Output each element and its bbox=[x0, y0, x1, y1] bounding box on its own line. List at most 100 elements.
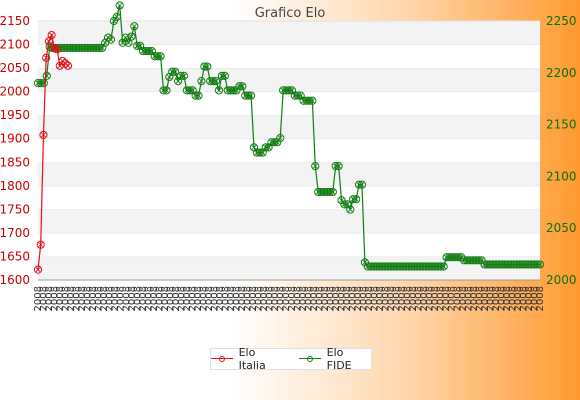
data-point-elo-fide bbox=[241, 91, 250, 100]
x-tick-label: 2008 bbox=[221, 286, 232, 311]
x-tick-label: 2008 bbox=[77, 286, 88, 311]
data-point-cross-elo-fide bbox=[233, 87, 239, 93]
x-tick-label: 2008 bbox=[50, 286, 61, 311]
data-point-cross-elo-italia bbox=[38, 242, 44, 248]
data-point-elo-fide bbox=[36, 79, 46, 88]
data-point-elo-fide bbox=[200, 62, 209, 71]
data-point-elo-fide bbox=[354, 180, 364, 189]
data-point-elo-fide bbox=[179, 71, 189, 81]
data-point-cross-elo-italia bbox=[40, 132, 46, 138]
data-point-elo-fide bbox=[366, 262, 375, 271]
data-point-cross-elo-fide bbox=[131, 23, 137, 29]
x-tick-label: 2008 bbox=[121, 286, 132, 311]
data-point-elo-fide bbox=[495, 260, 504, 269]
data-point-elo-fide bbox=[314, 187, 323, 197]
x-tick-label: 2008 bbox=[535, 286, 546, 311]
data-point-elo-fide bbox=[424, 262, 434, 271]
data-point-elo-fide bbox=[319, 187, 329, 197]
series-elo-fide bbox=[33, 1, 545, 271]
data-point-elo-fide bbox=[133, 41, 142, 50]
series-layer bbox=[33, 1, 545, 274]
x-tick-label: 2008 bbox=[226, 286, 237, 311]
x-tick-label: 2008 bbox=[143, 286, 154, 311]
data-point-elo-fide bbox=[276, 133, 285, 143]
data-point-cross-elo-italia bbox=[51, 45, 57, 51]
x-tick-label: 2008 bbox=[138, 286, 149, 311]
x-tick-label: 2008 bbox=[458, 286, 469, 311]
data-point-elo-fide bbox=[159, 86, 168, 95]
left-tick-label: 1850 bbox=[0, 155, 30, 169]
data-point-elo-fide bbox=[299, 96, 308, 105]
data-point-elo-fide bbox=[331, 161, 340, 171]
data-point-elo-fide bbox=[246, 91, 256, 100]
x-tick-label: 2008 bbox=[496, 286, 507, 311]
x-tick-label: 2008 bbox=[430, 286, 441, 311]
left-tick-label: 2050 bbox=[0, 61, 30, 75]
data-point-elo-fide bbox=[369, 262, 378, 271]
data-point-elo-fide bbox=[436, 262, 445, 271]
data-point-elo-fide bbox=[235, 82, 244, 91]
grid-band bbox=[38, 91, 540, 116]
data-point-elo-italia bbox=[42, 53, 51, 62]
x-tick-label: 2008 bbox=[452, 286, 463, 311]
left-tick-label: 2150 bbox=[0, 14, 30, 28]
legend-marker-icon bbox=[211, 354, 233, 364]
data-point-elo-fide bbox=[261, 143, 270, 152]
data-point-elo-fide bbox=[83, 43, 92, 53]
x-tick-label: 2008 bbox=[298, 286, 309, 311]
data-point-elo-fide bbox=[483, 260, 492, 269]
data-point-elo-fide bbox=[352, 195, 361, 204]
x-tick-label: 2008 bbox=[94, 286, 105, 311]
data-point-cross-elo-fide bbox=[108, 37, 114, 43]
data-point-elo-fide bbox=[433, 262, 442, 271]
data-point-elo-fide bbox=[197, 76, 206, 86]
x-tick-label: 2008 bbox=[61, 286, 72, 311]
data-point-elo-fide bbox=[252, 148, 261, 157]
data-point-elo-fide bbox=[68, 43, 78, 53]
data-point-cross-elo-fide bbox=[198, 78, 204, 84]
data-point-elo-fide bbox=[185, 86, 194, 95]
left-tick-label: 1900 bbox=[0, 132, 30, 146]
data-point-elo-fide bbox=[381, 262, 390, 271]
data-point-elo-fide bbox=[244, 91, 253, 100]
x-tick-label: 2008 bbox=[370, 286, 381, 311]
left-axis: 1600 1650 1700 1750 1800 1850 1900 1950 2000 2050… bbox=[0, 14, 30, 287]
data-point-elo-fide bbox=[521, 260, 530, 269]
data-point-elo-fide bbox=[86, 43, 95, 53]
legend-item-elo-fide[interactable]: Elo FIDE bbox=[299, 346, 371, 372]
x-tick-label: 2008 bbox=[127, 286, 138, 311]
data-point-elo-fide bbox=[445, 253, 454, 262]
x-tick-label: 2008 bbox=[502, 286, 513, 311]
data-point-elo-fide bbox=[220, 71, 229, 81]
x-tick-label: 2008 bbox=[507, 286, 518, 311]
data-point-elo-fide bbox=[407, 262, 416, 271]
data-point-cross-elo-fide bbox=[248, 93, 254, 99]
x-tick-label: 2008 bbox=[325, 286, 336, 311]
data-point-elo-fide bbox=[422, 262, 431, 271]
x-tick-label: 2008 bbox=[403, 286, 414, 311]
legend-marker-icon bbox=[299, 354, 321, 364]
legend-item-elo-italia[interactable]: Elo Italia bbox=[211, 346, 285, 372]
data-point-cross-elo-fide bbox=[213, 78, 219, 84]
data-point-elo-fide bbox=[127, 32, 136, 41]
x-tick-label: 2008 bbox=[397, 286, 408, 311]
data-point-elo-fide bbox=[267, 138, 276, 147]
data-point-elo-fide bbox=[416, 262, 425, 271]
data-point-cross-elo-italia bbox=[35, 267, 41, 273]
data-point-cross-elo-fide bbox=[277, 135, 283, 141]
x-tick-label: 2008 bbox=[259, 286, 270, 311]
data-point-cross-elo-italia bbox=[49, 32, 55, 38]
data-point-elo-fide bbox=[281, 86, 291, 95]
data-point-elo-fide bbox=[442, 253, 451, 262]
x-tick-label: 2008 bbox=[105, 286, 116, 311]
x-tick-label: 2008 bbox=[176, 286, 187, 311]
x-axis: 2008200820082008200820082008200820082008… bbox=[33, 286, 546, 311]
x-tick-label: 2008 bbox=[132, 286, 143, 311]
data-point-elo-fide bbox=[92, 43, 101, 53]
data-point-cross-elo-italia bbox=[54, 46, 60, 52]
data-point-elo-fide bbox=[279, 86, 288, 95]
data-point-elo-fide bbox=[229, 86, 238, 95]
x-tick-label: 2008 bbox=[392, 286, 403, 311]
grid-band bbox=[38, 44, 540, 69]
x-tick-label: 2008 bbox=[469, 286, 480, 311]
